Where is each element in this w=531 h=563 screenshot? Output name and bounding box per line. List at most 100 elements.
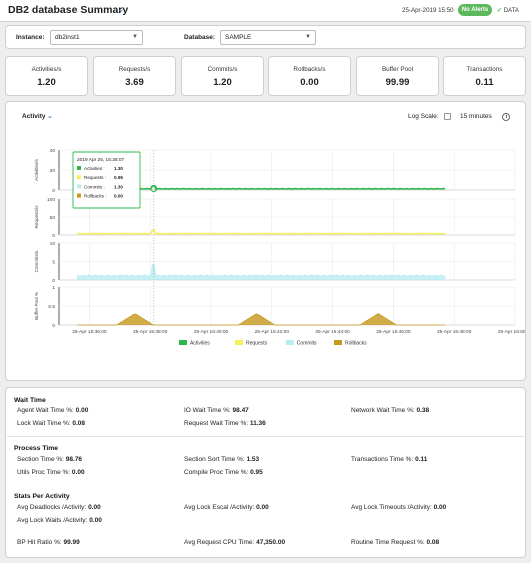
tooltip-row-value: 0.95 <box>114 175 123 180</box>
database-select-value: SAMPLE <box>225 34 252 41</box>
metric-label: Agent Wait Time %: <box>17 407 74 414</box>
activity-dropdown[interactable]: Activity ⌄ <box>22 112 53 120</box>
y-tick-label: 100 <box>47 197 55 203</box>
metric-label: IO Wait Time %: <box>184 407 231 414</box>
tooltip-title: 2019 Apr 25, 15:38:07 <box>77 157 125 163</box>
legend-swatch <box>179 340 187 345</box>
kpi-activities[interactable]: Activities/s 1.20 <box>5 56 88 96</box>
kpi-label: Activities/s <box>31 66 62 73</box>
legend-swatch <box>334 340 342 345</box>
tooltip-row-name: Requests : <box>84 175 106 180</box>
kpi-requests[interactable]: Requests/s 3.69 <box>93 56 176 96</box>
kpi-value: 0.00 <box>300 77 319 88</box>
kpi-label: Rollbacks/s <box>293 66 326 73</box>
io-wait-time: IO Wait Time %: 98.47 <box>184 407 249 414</box>
tooltip-swatch <box>77 184 81 189</box>
title-chevron-down-icon[interactable]: ⌄ <box>117 4 125 14</box>
instance-dropdown-arrow-icon: ▼ <box>132 34 138 40</box>
kpi-value: 1.20 <box>213 77 232 88</box>
request-wait-time: Request Wait Time %: 11.36 <box>184 420 266 427</box>
tooltip-row-value: 1.30 <box>114 184 123 189</box>
activity-chart[interactable]: 40200Activities/s100500Requests/s1050Com… <box>6 130 525 380</box>
database-dropdown-arrow-icon: ▼ <box>305 34 311 40</box>
bp-hit-ratio: BP Hit Ratio %: 99.99 <box>17 539 80 546</box>
metric-value: 0.00 <box>75 407 89 414</box>
tooltip-row-name: Rollbacks : <box>84 194 106 199</box>
legend-label: Commits <box>297 341 317 347</box>
kpi-buffer-pool[interactable]: Buffer Pool 99.99 <box>356 56 439 96</box>
y-tick-label: 40 <box>50 148 56 154</box>
routine-time-request: Routine Time Request %: 0.08 <box>351 539 439 546</box>
y-tick-label: 5 <box>52 260 55 266</box>
tooltip-box <box>72 151 141 209</box>
log-scale-checkbox[interactable] <box>444 113 451 120</box>
activity-chart-panel: Activity ⌄ Log Scale: 15 minutes 40 20 0 Ac… <box>5 101 526 381</box>
metric-label: BP Hit Ratio %: <box>17 539 62 546</box>
instance-select-value: db2inst1 <box>55 34 80 41</box>
network-wait-time: Network Wait Time %: 0.38 <box>351 407 429 414</box>
instance-select[interactable]: db2inst1 ▼ <box>50 30 143 45</box>
y-tick-label: 20 <box>50 168 56 174</box>
tooltip-row-value: 1.30 <box>114 166 123 171</box>
alert-status-badge[interactable]: No Alerts <box>458 4 492 16</box>
lock-wait-time: Lock Wait Time %: 0.08 <box>17 420 85 427</box>
metric-value: 0.08 <box>72 420 86 427</box>
x-tick-label: 25-Apr 15:44:00 <box>315 329 350 335</box>
instance-label: Instance: <box>16 34 45 41</box>
page-title: DB2 database Summary <box>8 4 129 16</box>
metric-value: 0.38 <box>416 407 430 414</box>
metric-value: 0.95 <box>250 469 263 476</box>
database-select[interactable]: SAMPLE ▼ <box>220 30 316 45</box>
x-tick-label: 25-Apr 15:40:00 <box>194 329 229 335</box>
series-area-3 <box>77 313 446 325</box>
kpi-commits[interactable]: Commits/s 1.20 <box>181 56 264 96</box>
y-tick-label: 10 <box>50 241 56 247</box>
kpi-rollbacks[interactable]: Rollbacks/s 0.00 <box>268 56 351 96</box>
time-range-label[interactable]: 15 minutes <box>460 113 492 120</box>
y-tick-label: 1 <box>52 285 55 291</box>
avg-lock-timeouts: Avg Lock Timeouts /Activity: 0.00 <box>351 504 446 511</box>
metric-value: 99.99 <box>63 539 80 546</box>
metric-label: Request Wait Time %: <box>184 420 249 427</box>
avg-lock-escal: Avg Lock Escal /Activity: 0.00 <box>184 504 269 511</box>
kpi-value: 1.20 <box>37 77 56 88</box>
metric-value: 1.53 <box>246 456 260 463</box>
stats-per-activity-heading: Stats Per Activity <box>14 493 70 500</box>
x-tick-label: 25-Apr 15:42:00 <box>255 329 290 335</box>
kpi-value: 0.11 <box>475 77 494 88</box>
metric-value: 0.11 <box>415 456 428 463</box>
legend-label: Rollbacks <box>345 341 367 347</box>
metric-label: Network Wait Time %: <box>351 407 415 414</box>
y-axis-label: Buffer Pool % <box>34 292 39 320</box>
legend-swatch <box>285 340 294 345</box>
metric-label: Avg Lock Escal /Activity: <box>184 504 255 511</box>
metric-value: 11.36 <box>249 420 266 427</box>
kpi-label: Commits/s <box>207 66 238 73</box>
kpi-transactions[interactable]: Transactions 0.11 <box>443 56 526 96</box>
x-tick-label: 25-Apr 15:38:00 <box>133 329 168 335</box>
y-tick-label: 0 <box>52 233 55 239</box>
y-tick-label: 0.5 <box>48 304 55 310</box>
compile-proc-time: Compile Proc Time %: 0.95 <box>184 469 263 476</box>
chevron-down-icon: ⌄ <box>47 113 53 120</box>
agent-wait-time: Agent Wait Time %: 0.00 <box>17 407 88 414</box>
legend-label: Activities <box>190 341 210 347</box>
y-tick-label: 0 <box>52 188 55 194</box>
metric-value: 0.08 <box>426 539 440 546</box>
y-axis-label: Requests/s <box>34 205 39 229</box>
tooltip-row-name: Commits : <box>84 184 105 189</box>
filter-bar: Instance: db2inst1 ▼ Database: SAMPLE ▼ <box>5 25 526 49</box>
tooltip-swatch <box>77 193 81 198</box>
wait-time-heading: Wait Time <box>14 397 46 404</box>
tooltip-row-name: Activities : <box>84 166 105 171</box>
tooltip-swatch <box>77 175 81 180</box>
x-tick-label: 25-Apr 15:46:00 <box>376 329 411 335</box>
kpi-label: Buffer Pool <box>381 66 414 73</box>
tooltip-row-value: 0.00 <box>114 194 123 199</box>
utils-proc-time: Utils Proc Time %: 0.00 <box>17 469 85 476</box>
metric-label: Compile Proc Time %: <box>184 469 249 476</box>
metric-value: 98.76 <box>65 456 83 463</box>
kpi-value: 99.99 <box>385 77 410 88</box>
data-status: ✓ DATA <box>497 7 519 14</box>
time-range-clock-icon[interactable] <box>502 113 510 121</box>
